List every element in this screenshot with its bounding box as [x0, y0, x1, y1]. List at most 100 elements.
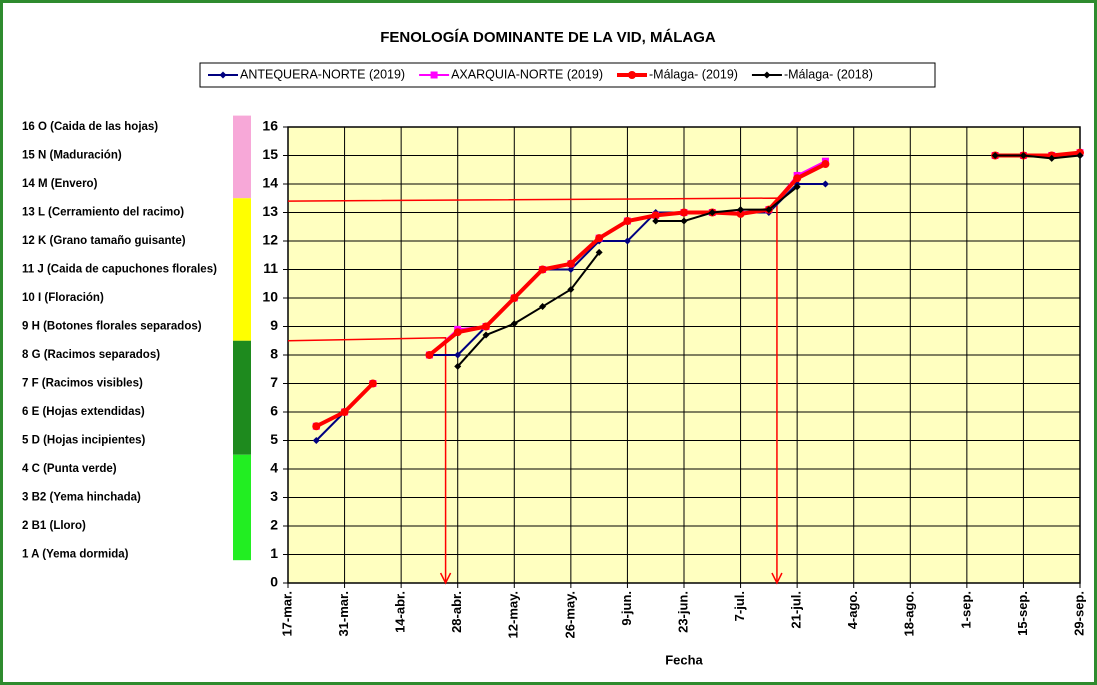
point	[1019, 152, 1027, 159]
x-tick-label: 7-jul.	[732, 591, 747, 621]
x-tick-label: 12-may.	[506, 591, 521, 638]
point	[1048, 154, 1056, 162]
stage-label: 3 B2 (Yema hinchada)	[22, 492, 141, 504]
x-tick-label: 17-mar.	[279, 591, 294, 637]
point	[566, 259, 575, 268]
x-tick-label: 15-sep.	[1015, 591, 1030, 636]
y-tick-label: 14	[262, 175, 278, 191]
stage-band	[233, 115, 251, 199]
point	[595, 234, 604, 243]
point	[652, 217, 660, 225]
point	[340, 408, 349, 416]
y-tick-label: 7	[270, 374, 278, 390]
x-tick-label: 23-jun.	[675, 591, 690, 633]
point	[454, 351, 462, 359]
point	[595, 248, 603, 256]
point	[736, 209, 745, 218]
point	[680, 217, 688, 225]
x-tick-label: 18-ago.	[902, 591, 917, 637]
stage-label: 2 B1 (Lloro)	[22, 520, 86, 532]
legend-marker	[219, 71, 227, 79]
legend-marker	[628, 71, 636, 79]
stage-band	[233, 340, 251, 455]
stage-band	[233, 198, 251, 341]
y-tick-label: 6	[270, 403, 278, 419]
x-tick-label: 29-sep.	[1071, 591, 1086, 636]
stage-label: 7 F (Racimos visibles)	[22, 378, 143, 390]
x-tick-label: 1-sep.	[958, 591, 973, 629]
stage-label: 5 D (Hojas incipientes)	[22, 435, 146, 447]
x-tick-label: 31-mar.	[336, 591, 351, 637]
x-tick-label: 14-abr.	[393, 591, 408, 633]
point	[567, 266, 575, 273]
point	[425, 351, 434, 359]
point	[368, 379, 377, 388]
point	[482, 331, 490, 339]
stage-label: 10 I (Floración)	[22, 292, 104, 304]
x-tick-label: 26-may.	[562, 591, 577, 638]
point	[821, 160, 830, 169]
stage-label: 13 L (Cerramiento del racimo)	[22, 207, 184, 219]
stage-label: 11 J (Caida de capuchones florales)	[22, 264, 217, 276]
point	[680, 208, 688, 217]
annotation-arrow	[439, 572, 452, 585]
stage-label: 14 M (Envero)	[22, 178, 98, 190]
annotation-arrow	[771, 572, 783, 585]
stage-label: 16 O (Caida de las hojas)	[22, 121, 158, 133]
y-tick-label: 15	[262, 146, 278, 162]
x-tick-label: 21-jul.	[789, 591, 804, 629]
y-tick-label: 4	[270, 460, 278, 476]
legend-marker	[430, 71, 438, 79]
point	[454, 362, 462, 370]
stage-label: 6 E (Hojas extendidas)	[22, 406, 145, 418]
y-tick-label: 12	[262, 232, 278, 248]
x-tick-label: 9-jun.	[619, 591, 634, 626]
stage-label: 1 A (Yema dormida)	[22, 549, 129, 561]
legend	[199, 62, 936, 88]
point	[312, 437, 320, 444]
annotation-line	[287, 336, 447, 581]
point	[538, 265, 547, 274]
point	[623, 217, 632, 226]
plot-border	[287, 126, 1081, 584]
stage-label: 9 H (Botones florales separados)	[22, 321, 202, 333]
point	[793, 183, 801, 191]
legend-label: ANTEQUERA-NORTE (2019)	[240, 67, 405, 81]
stage-label: 12 K (Grano tamaño guisante)	[22, 235, 186, 247]
legend-label: AXARQUIA-NORTE (2019)	[451, 67, 603, 81]
y-tick-label: 16	[262, 118, 278, 134]
stage-label: 15 N (Maduración)	[22, 150, 122, 162]
point	[991, 152, 999, 159]
legend-label: -Málaga- (2019)	[649, 67, 738, 81]
y-tick-label: 10	[262, 289, 278, 305]
legend-label: -Málaga- (2018)	[784, 67, 873, 81]
point	[1076, 152, 1084, 159]
point	[312, 422, 321, 431]
point	[793, 174, 802, 183]
y-tick-label: 11	[263, 260, 278, 276]
point	[623, 237, 631, 245]
y-tick-label: 13	[262, 203, 278, 219]
x-tick-label: 4-ago.	[845, 591, 860, 629]
point	[482, 322, 490, 331]
point	[651, 211, 660, 220]
point	[765, 206, 773, 214]
point	[708, 209, 716, 216]
y-tick-label: 8	[270, 346, 278, 362]
y-tick-label: 9	[270, 317, 278, 333]
y-tick-label: 3	[270, 488, 278, 504]
stage-band	[233, 454, 251, 561]
x-axis-title: Fecha	[665, 652, 703, 667]
y-tick-label: 2	[270, 517, 278, 533]
point	[821, 180, 829, 188]
stage-label: 8 G (Racimos separados)	[22, 349, 160, 361]
point	[737, 206, 745, 214]
x-tick-label: 28-abr.	[449, 591, 464, 633]
y-tick-label: 5	[270, 431, 278, 447]
y-tick-label: 0	[270, 574, 278, 590]
legend-marker	[763, 71, 771, 79]
chart-title: FENOLOGÍA DOMINANTE DE LA VID, MÁLAGA	[380, 29, 716, 46]
point	[510, 320, 518, 328]
series-line	[456, 154, 1081, 368]
